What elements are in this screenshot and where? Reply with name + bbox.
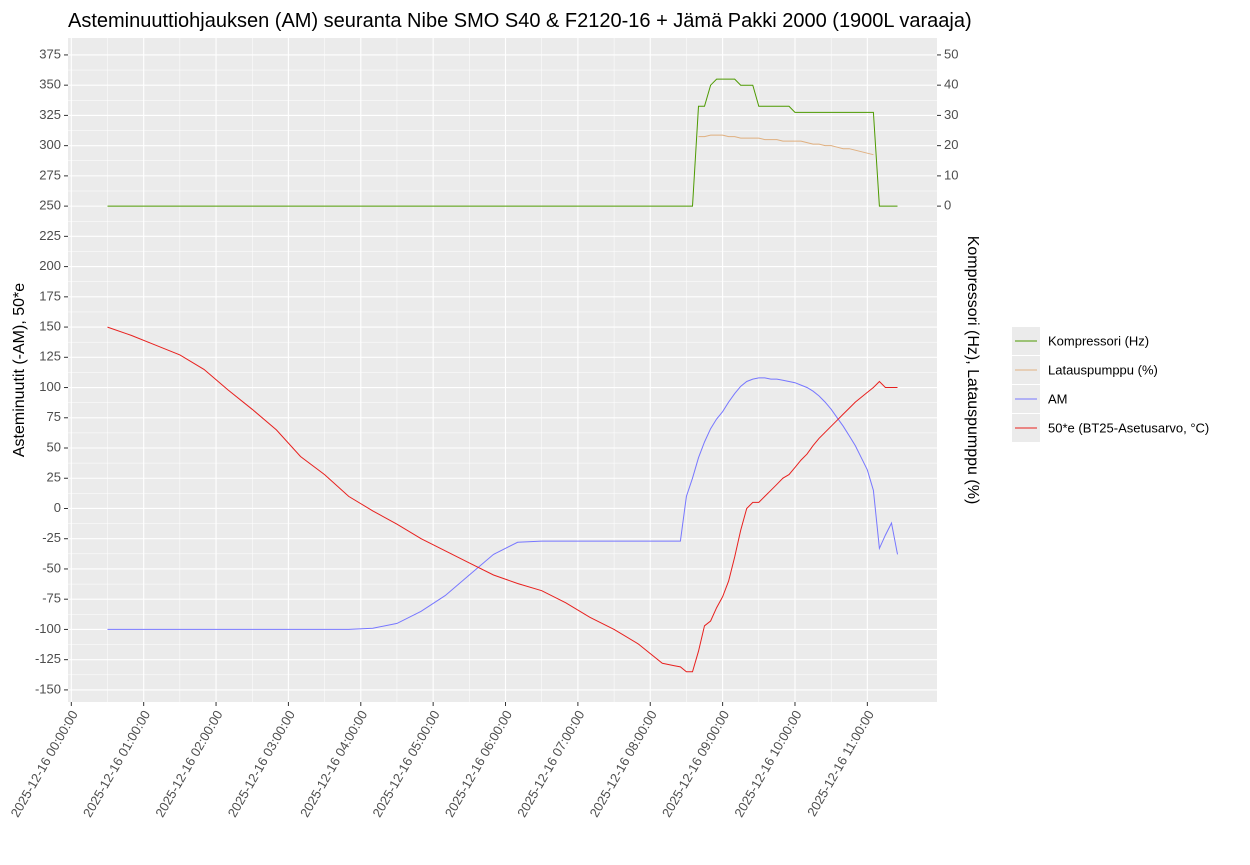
y-tick-label: 0 bbox=[54, 500, 61, 515]
x-tick-label: 2025-12-16 04:00:00 bbox=[297, 708, 370, 820]
series-line bbox=[107, 326, 898, 673]
y2-tick-label: 40 bbox=[944, 77, 958, 92]
y-tick-label: 250 bbox=[39, 198, 61, 213]
y-tick-label: -50 bbox=[42, 560, 61, 575]
y-tick-label: -25 bbox=[42, 530, 61, 545]
x-tick-label: 2025-12-16 07:00:00 bbox=[514, 708, 587, 820]
x-tick-label: 2025-12-16 09:00:00 bbox=[659, 708, 732, 820]
y2-tick-label: 30 bbox=[944, 107, 958, 122]
y2-tick-label: 0 bbox=[944, 198, 951, 213]
y2-tick-label: 20 bbox=[944, 137, 958, 152]
y-tick-label: -75 bbox=[42, 591, 61, 606]
y2-tick-label: 10 bbox=[944, 167, 958, 182]
y-tick-label: 225 bbox=[39, 228, 61, 243]
chart-title: Asteminuuttiohjauksen (AM) seuranta Nibe… bbox=[68, 10, 972, 32]
y-tick-label: 200 bbox=[39, 258, 61, 273]
x-tick-label: 2025-12-16 10:00:00 bbox=[731, 708, 804, 820]
y-axis-title: Asteminuutit (-AM), 50*e bbox=[11, 283, 28, 457]
series-line bbox=[107, 377, 898, 630]
x-tick-label: 2025-12-16 11:00:00 bbox=[804, 708, 877, 819]
lines bbox=[107, 78, 898, 673]
grid bbox=[68, 38, 937, 702]
x-tick-label: 2025-12-16 03:00:00 bbox=[225, 708, 298, 820]
y-tick-label: 150 bbox=[39, 319, 61, 334]
y-tick-label: 375 bbox=[39, 46, 61, 61]
series-line bbox=[698, 134, 874, 156]
y-tick-label: 100 bbox=[39, 379, 61, 394]
legend-label: Kompressori (Hz) bbox=[1048, 333, 1149, 348]
x-tick-label: 2025-12-16 05:00:00 bbox=[369, 708, 442, 820]
legend-label: Latauspumppu (%) bbox=[1048, 362, 1158, 377]
x-tick-label: 2025-12-16 01:00:00 bbox=[80, 708, 153, 820]
y-tick-label: 175 bbox=[39, 288, 61, 303]
x-tick-label: 2025-12-16 08:00:00 bbox=[586, 708, 659, 820]
y2-tick-label: 50 bbox=[944, 46, 958, 61]
y-tick-label: 325 bbox=[39, 107, 61, 122]
series-line bbox=[107, 78, 898, 207]
panel bbox=[68, 38, 937, 702]
y-tick-label: 125 bbox=[39, 349, 61, 364]
y-tick-label: -125 bbox=[35, 651, 61, 666]
y-tick-label: 300 bbox=[39, 137, 61, 152]
y-tick-label: 25 bbox=[47, 470, 61, 485]
x-tick-label: 2025-12-16 02:00:00 bbox=[152, 708, 225, 820]
y-tick-label: -150 bbox=[35, 681, 61, 696]
y-tick-label: -100 bbox=[35, 621, 61, 636]
y-tick-label: 275 bbox=[39, 167, 61, 182]
y-tick-label: 350 bbox=[39, 77, 61, 92]
legend: Kompressori (Hz) Latauspumppu (%) AM 50*e (… bbox=[1012, 327, 1209, 442]
legend-label: 50*e (BT25-Asetusarvo, °C) bbox=[1048, 420, 1209, 435]
y-tick-label: 75 bbox=[47, 409, 61, 424]
legend-label: AM bbox=[1048, 391, 1068, 406]
x-tick-label: 2025-12-16 00:00:00 bbox=[8, 708, 81, 820]
x-tick-label: 2025-12-16 06:00:00 bbox=[442, 708, 515, 820]
y-tick-label: 50 bbox=[47, 439, 61, 454]
y2-axis-title: Kompressori (Hz), Latauspumppu (%) bbox=[964, 236, 981, 505]
